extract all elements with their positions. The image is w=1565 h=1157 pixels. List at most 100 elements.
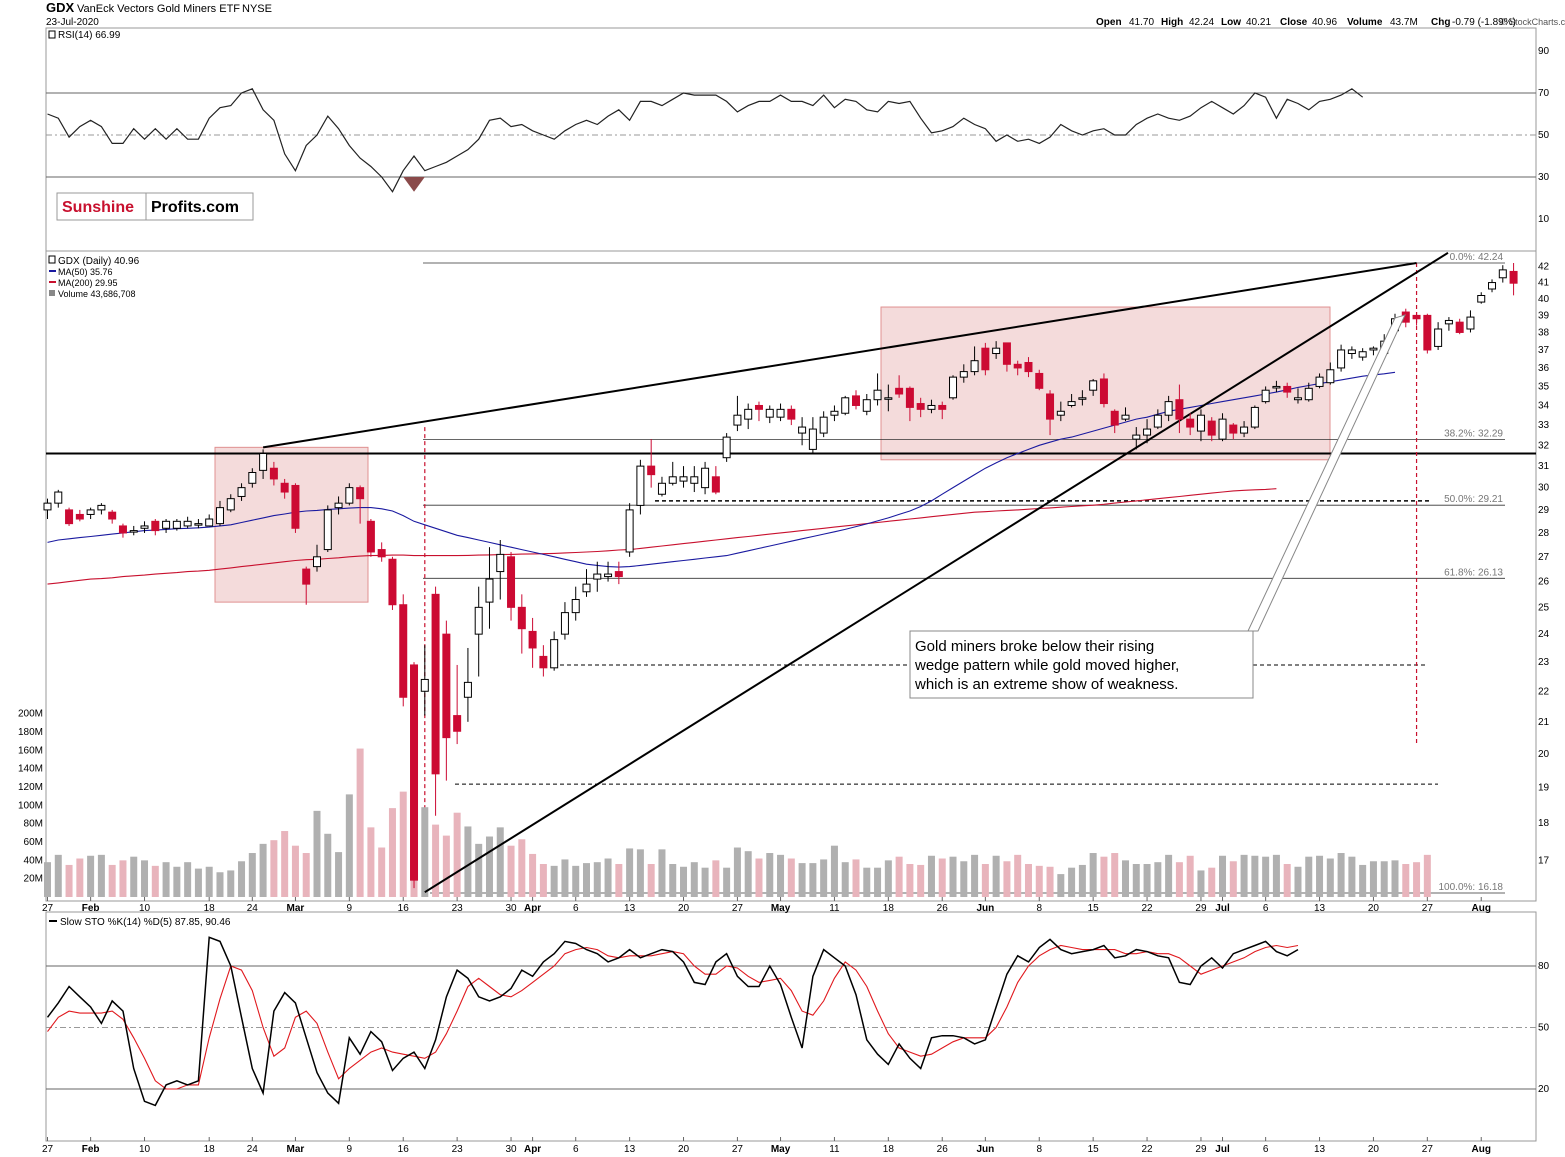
candle-body [582, 583, 591, 593]
candle [744, 403, 753, 430]
price-tick-label: 40 [1538, 294, 1550, 305]
candle [248, 468, 257, 488]
x-tick-label-price: 10 [139, 903, 151, 914]
candle-body [690, 476, 699, 484]
price-legend: GDX (Daily) 40.96 MA(50) 35.76 MA(200) 2… [48, 255, 140, 299]
candle-body [507, 556, 516, 608]
candle-body [765, 408, 774, 418]
candle [647, 439, 656, 488]
x-tick-label-price: 13 [624, 903, 636, 914]
candle-body [54, 491, 63, 504]
candle [1078, 390, 1087, 406]
candle-body [1164, 401, 1173, 416]
stochastic-legend: Slow STO %K(14) %D(5) 87.85, 90.46 [49, 917, 231, 928]
fib-label-2: 50.0%: 29.21 [1444, 494, 1503, 505]
candle [873, 373, 882, 406]
x-tick-label-price: 24 [247, 903, 259, 914]
volume-bar [216, 872, 224, 897]
volume-bar [1068, 867, 1076, 897]
annotation-line-3: which is an extreme show of weakness. [914, 676, 1178, 693]
volume-bar [744, 851, 752, 897]
candle [571, 586, 580, 621]
price-tick-label: 41 [1538, 278, 1550, 289]
volume-tick-label: 200M [18, 709, 43, 720]
volume-bar [755, 858, 763, 897]
high-label: High [1161, 17, 1183, 28]
candle [1250, 405, 1259, 430]
volume-bar [917, 864, 925, 897]
candle [550, 631, 559, 671]
volume-bar [270, 840, 278, 897]
candle [895, 375, 904, 398]
candle-body [927, 404, 936, 410]
volume-bar [44, 862, 51, 897]
price-background-layer: 0.0%: 42.24 38.2%: 32.29 50.0%: 29.21 61.8%… [46, 252, 1550, 894]
volume-bar [561, 859, 569, 897]
candle-body [1110, 410, 1119, 426]
candle-body [388, 558, 397, 606]
candle-body [356, 487, 365, 500]
volume-bar [518, 839, 526, 897]
volume-bar [1078, 864, 1086, 897]
volume-bar [1316, 855, 1324, 897]
wedge-upper-trendline [262, 262, 1417, 449]
candle-body [194, 523, 203, 526]
volume-bar [863, 867, 871, 897]
candle [54, 489, 63, 508]
candle [420, 645, 429, 716]
fib-label-4: 100.0%: 16.18 [1439, 882, 1504, 893]
low-label: Low [1221, 17, 1241, 28]
candle [442, 620, 451, 781]
volume-bar [108, 864, 116, 897]
candle [1261, 386, 1270, 404]
candle-body [1153, 414, 1162, 428]
candle [43, 498, 52, 520]
volume-bar [1413, 862, 1421, 897]
candle-body [1250, 406, 1259, 428]
candle [949, 375, 958, 400]
volume-bar [367, 827, 375, 897]
candle [86, 507, 95, 520]
volume-bar [798, 863, 806, 897]
candle-body [1067, 401, 1076, 406]
x-tick-label-price: 27 [1422, 903, 1434, 914]
x-tick-label-sto: Apr [524, 1144, 541, 1155]
candle [474, 586, 483, 677]
candle-body [841, 397, 850, 414]
candle [129, 525, 138, 536]
candle [787, 405, 796, 426]
low-value: 40.21 [1246, 17, 1271, 28]
candle-body [442, 633, 451, 739]
volume-bar [421, 807, 429, 897]
candle [108, 509, 117, 524]
credit: © StockCharts.com [1500, 17, 1565, 27]
volume-tick-label: 40M [24, 855, 43, 866]
volume-bar [238, 861, 246, 897]
stochastic-layer: 20 50 80 [46, 936, 1550, 1107]
candle [582, 569, 591, 597]
x-tick-label-sto: 30 [505, 1144, 517, 1155]
candle-body [323, 509, 332, 551]
volume-bar [1380, 861, 1388, 897]
volume-bar [884, 860, 892, 897]
candle-body [1477, 294, 1486, 303]
candle [194, 519, 203, 529]
candle [981, 342, 990, 376]
volume-bar [669, 864, 677, 897]
candle-body [86, 509, 95, 515]
candle [1509, 263, 1518, 296]
x-tick-label-price: 27 [42, 903, 54, 914]
candle-body [992, 347, 1001, 355]
candle [679, 466, 688, 488]
candle [852, 390, 860, 410]
candle [593, 561, 602, 592]
candle [560, 602, 569, 640]
volume-bar [1100, 856, 1108, 897]
open-label: Open [1096, 17, 1122, 28]
volume-bar [626, 848, 634, 897]
candle-body [280, 482, 289, 493]
candle [1132, 427, 1141, 450]
candle-body [1498, 269, 1507, 279]
exchange: NYSE [242, 3, 272, 15]
candle [1326, 362, 1335, 385]
